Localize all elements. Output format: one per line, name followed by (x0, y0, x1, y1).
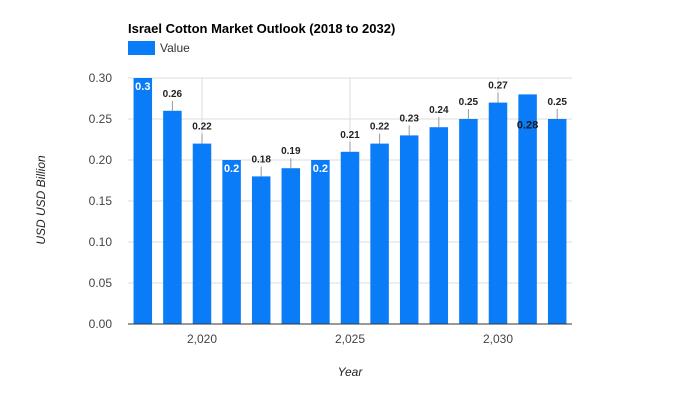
y-tick-label: 0.15 (89, 194, 113, 208)
bar (429, 127, 449, 324)
data-label: 0.19 (281, 146, 301, 157)
x-axis-ticks: 2,020 2,025 2,030 (187, 332, 513, 346)
bar (163, 110, 182, 324)
y-axis-ticks: 0.00 0.05 0.10 0.15 0.20 0.25 0.30 (89, 71, 113, 331)
x-tick-label: 2,025 (335, 332, 365, 346)
bar-series (133, 78, 567, 325)
bar (133, 78, 153, 324)
legend-swatch (128, 41, 155, 55)
bar (281, 168, 301, 324)
bar (518, 94, 537, 325)
bar (192, 143, 212, 324)
data-label: 0.22 (370, 122, 390, 133)
data-label: 0.25 (547, 97, 567, 108)
data-label: 0.27 (488, 81, 508, 92)
y-tick-label: 0.20 (89, 153, 113, 167)
bar (222, 160, 241, 324)
data-label: 0.28 (517, 119, 538, 131)
bar (399, 135, 419, 324)
x-axis-label: Year (338, 365, 364, 379)
bar (370, 143, 389, 324)
legend-label: Value (160, 41, 190, 55)
data-labels: 0.3 0.26 0.22 0.2 0.18 0.19 0.2 0.21 0.22 0.23 0.2… (135, 81, 567, 177)
data-label: 0.18 (251, 154, 271, 165)
data-label: 0.25 (459, 97, 479, 108)
chart-title: Israel Cotton Market Outlook (2018 to 20… (128, 21, 395, 36)
data-label: 0.2 (313, 163, 328, 175)
bar (488, 102, 508, 324)
data-label: 0.2 (224, 163, 239, 175)
x-tick-label: 2,030 (483, 332, 513, 346)
y-tick-label: 0.30 (89, 71, 113, 85)
bar (311, 160, 330, 324)
y-tick-label: 0.25 (89, 112, 113, 126)
y-tick-label: 0.05 (89, 276, 113, 290)
x-tick-label: 2,020 (187, 332, 217, 346)
bar (459, 119, 478, 324)
data-label: 0.23 (399, 113, 419, 124)
data-label: 0.22 (192, 122, 212, 133)
bar (251, 176, 271, 324)
bar (340, 151, 360, 324)
y-axis-label: USD USD Billion (34, 155, 48, 245)
bar (547, 119, 567, 324)
y-tick-label: 0.00 (89, 317, 113, 331)
data-label: 0.21 (340, 130, 360, 141)
data-label: 0.26 (163, 89, 183, 100)
data-label: 0.24 (429, 105, 449, 116)
data-label: 0.3 (135, 81, 150, 93)
y-tick-label: 0.10 (89, 235, 113, 249)
